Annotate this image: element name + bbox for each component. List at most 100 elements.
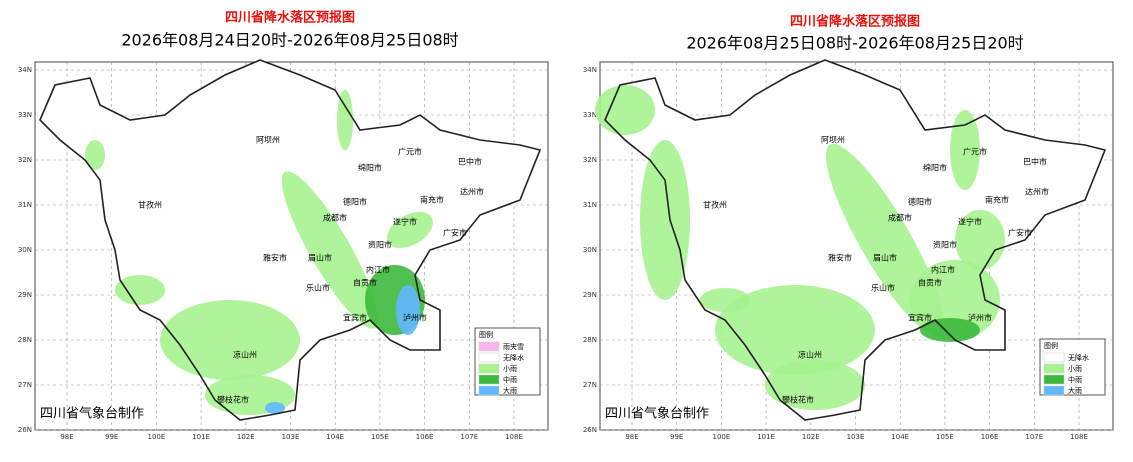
lon-label: 108E — [1070, 433, 1088, 441]
city-label: 宜宾市 — [908, 313, 932, 323]
lat-label: 31N — [18, 201, 32, 209]
lat-label: 28N — [583, 336, 597, 344]
city-label: 内江市 — [366, 265, 390, 275]
legend-label: 大雨 — [503, 386, 517, 395]
lat-label: 29N — [583, 291, 597, 299]
lon-label: 102E — [237, 433, 255, 441]
map-panel: 四川省降水落区预报图 2026年08月24日20时-2026年08月25日08时 3… — [18, 10, 549, 441]
lat-label: 34N — [18, 66, 32, 74]
lat-label: 30N — [583, 246, 597, 254]
legend-swatch — [478, 374, 500, 385]
legend-label: 中雨 — [503, 375, 517, 384]
lon-label: 106E — [416, 433, 434, 441]
legend-label: 雨夹雪 — [503, 342, 524, 351]
rain-area — [765, 360, 865, 410]
rain-area — [910, 260, 1000, 340]
lat-label: 34N — [583, 66, 597, 74]
lat-label: 33N — [583, 111, 597, 119]
lat-label: 31N — [583, 201, 597, 209]
city-label: 内江市 — [931, 265, 955, 275]
rain-area — [920, 318, 980, 342]
city-label: 巴中市 — [1023, 157, 1047, 167]
city-label: 绵阳市 — [923, 163, 947, 173]
lon-label: 101E — [192, 433, 210, 441]
city-label: 成都市 — [323, 213, 347, 223]
legend-swatch — [478, 341, 500, 352]
rain-area — [281, 171, 379, 329]
city-label: 广安市 — [1008, 228, 1032, 238]
city-label: 德阳市 — [343, 197, 367, 207]
legend-swatch — [1043, 385, 1065, 396]
city-label: 阿坝州 — [821, 136, 845, 145]
legend-title: 图例 — [1044, 341, 1058, 350]
map-panel: 四川省降水落区预报图 2026年08月25日08时-2026年08月25日20时 3… — [583, 14, 1114, 441]
city-label: 泸州市 — [403, 313, 427, 323]
lat-label: 28N — [18, 336, 32, 344]
footer-text: 四川省气象台制作 — [605, 406, 709, 422]
legend-label: 无降水 — [1068, 353, 1089, 362]
rain-area — [337, 90, 353, 150]
lon-label: 98E — [625, 433, 638, 441]
rain-area — [387, 211, 433, 249]
rain-area — [396, 285, 420, 335]
lon-label: 104E — [891, 433, 909, 441]
lon-label: 108E — [505, 433, 523, 441]
city-label: 德阳市 — [908, 197, 932, 207]
lon-label: 107E — [460, 433, 478, 441]
lat-label: 32N — [18, 156, 32, 164]
city-label: 遂宁市 — [393, 217, 417, 227]
city-label: 乐山市 — [306, 283, 330, 293]
city-label: 巴中市 — [458, 157, 482, 167]
city-label: 资阳市 — [933, 240, 957, 250]
lon-label: 104E — [326, 433, 344, 441]
lon-label: 102E — [802, 433, 820, 441]
city-label: 雅安市 — [263, 253, 287, 263]
city-label: 成都市 — [888, 213, 912, 223]
lon-label: 100E — [713, 433, 731, 441]
city-label: 宜宾市 — [343, 313, 367, 323]
legend-swatch — [478, 352, 500, 363]
city-label: 泸州市 — [968, 313, 992, 323]
city-label: 广元市 — [963, 147, 987, 157]
lon-label: 105E — [936, 433, 954, 441]
rain-area — [595, 85, 655, 135]
legend-title: 图例 — [479, 330, 493, 339]
rain-area — [715, 285, 875, 375]
rain-area — [160, 300, 300, 380]
legend-label: 小雨 — [503, 364, 517, 373]
lon-label: 107E — [1025, 433, 1043, 441]
map-subtitle: 2026年08月25日08时-2026年08月25日20时 — [686, 34, 1023, 53]
rain-area — [85, 140, 105, 170]
city-label: 南充市 — [420, 195, 444, 205]
city-label: 广安市 — [443, 228, 467, 238]
city-label: 凉山州 — [233, 350, 257, 360]
city-label: 凉山州 — [798, 350, 822, 360]
lat-label: 26N — [18, 426, 32, 434]
lon-label: 99E — [670, 433, 683, 441]
city-label: 广元市 — [398, 147, 422, 157]
map-title: 四川省降水落区预报图 — [790, 14, 920, 30]
legend-label: 无降水 — [503, 353, 524, 362]
city-label: 达州市 — [460, 187, 484, 197]
city-label: 甘孜州 — [703, 200, 727, 210]
city-label: 自贡市 — [353, 278, 377, 288]
city-label: 雅安市 — [828, 253, 852, 263]
lon-label: 103E — [282, 433, 300, 441]
city-label: 眉山市 — [873, 253, 897, 263]
city-label: 遂宁市 — [958, 217, 982, 227]
legend-swatch — [478, 385, 500, 396]
city-label: 眉山市 — [308, 253, 332, 263]
lon-label: 98E — [60, 433, 73, 441]
footer-text: 四川省气象台制作 — [40, 406, 144, 422]
rain-area — [115, 275, 165, 305]
rain-area — [700, 288, 750, 312]
lat-label: 33N — [18, 111, 32, 119]
lat-label: 29N — [18, 291, 32, 299]
legend-swatch — [1043, 352, 1065, 363]
city-label: 自贡市 — [918, 278, 942, 288]
city-label: 南充市 — [985, 195, 1009, 205]
map-title: 四川省降水落区预报图 — [225, 10, 355, 26]
lat-label: 27N — [18, 381, 32, 389]
city-label: 甘孜州 — [138, 200, 162, 210]
